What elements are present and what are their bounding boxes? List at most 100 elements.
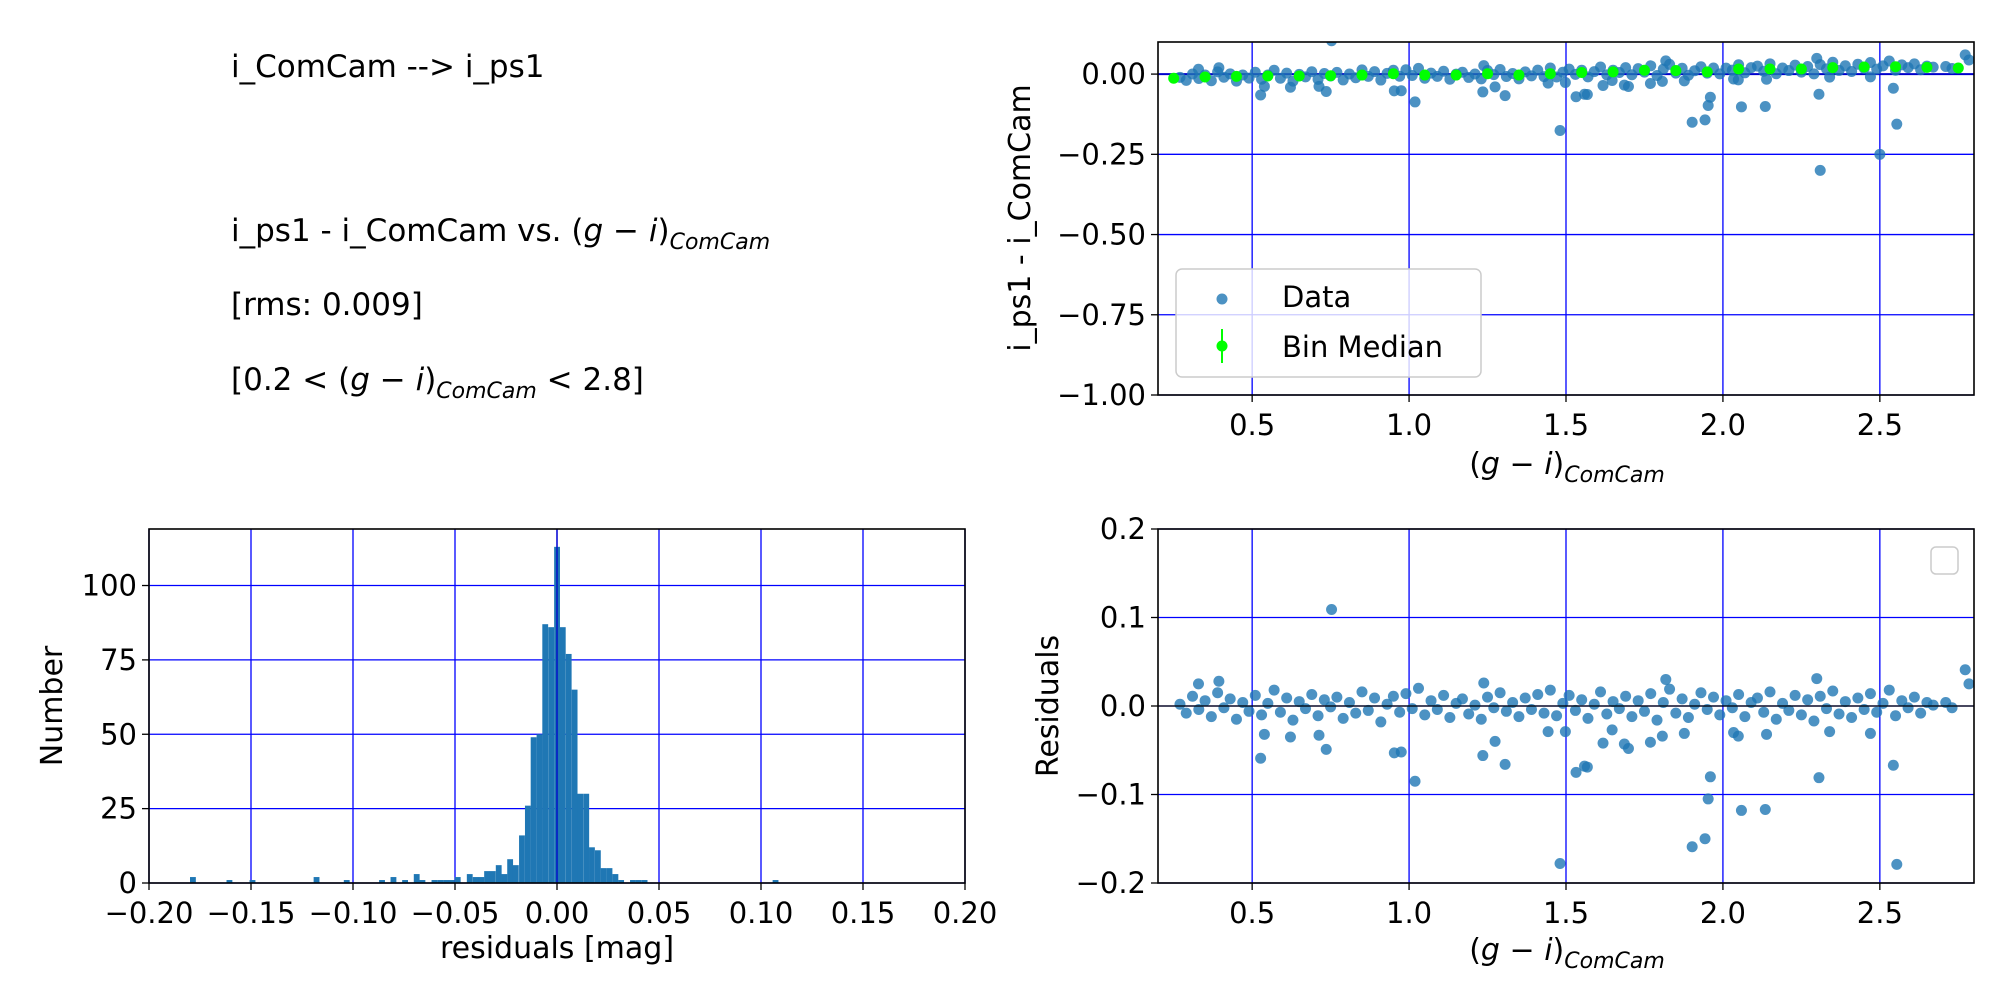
bin-median-point xyxy=(1513,69,1525,81)
residual-point xyxy=(1542,726,1554,738)
residual-point xyxy=(1789,689,1801,701)
residual-point xyxy=(1887,759,1899,771)
residual-point xyxy=(1664,683,1676,695)
data-point xyxy=(1249,66,1261,78)
hist-frame xyxy=(148,528,966,884)
histogram-bar xyxy=(343,880,350,883)
residual-point xyxy=(1877,697,1889,709)
residual-point xyxy=(1513,711,1525,723)
residual-point xyxy=(1927,699,1939,711)
res-xtick-label: 1.5 xyxy=(1543,896,1589,930)
hist-ytick-label: 0 xyxy=(119,866,137,900)
residual-point xyxy=(1820,703,1832,715)
residual-point xyxy=(1607,696,1619,708)
residual-point xyxy=(1883,684,1895,696)
top-right-scatter-plot: 0.5 1.0 1.5 2.0 2.5 0.00 −0.25 −0.50 −0.75 −1.00 D… xyxy=(1057,41,1975,442)
res-xtick-label: 2.5 xyxy=(1857,896,1903,930)
residual-point xyxy=(1538,707,1550,719)
residual-point xyxy=(1686,841,1698,853)
residual-point xyxy=(1808,715,1820,727)
top-xlabel: (g − i)ComCam xyxy=(1469,447,1665,488)
residual-point xyxy=(1395,746,1407,758)
residual-point xyxy=(1213,675,1225,687)
residual-point xyxy=(1946,702,1958,714)
bin-median-point xyxy=(1733,63,1745,75)
residual-point xyxy=(1827,685,1839,697)
top-ylabel: i_ps1 - i_ComCam xyxy=(1003,84,1038,351)
res-xtick-label: 2.0 xyxy=(1700,896,1746,930)
histogram-bar xyxy=(390,877,397,883)
residual-point xyxy=(1519,692,1531,704)
residual-point xyxy=(1559,726,1571,738)
residual-point xyxy=(1284,731,1296,743)
top-legend: Data Bin Median xyxy=(1175,268,1482,378)
residual-point xyxy=(1500,705,1512,717)
empty-legend-box xyxy=(1930,546,1959,575)
histogram-bar xyxy=(489,871,496,883)
residual-point xyxy=(1544,684,1556,696)
histogram-bar xyxy=(583,793,590,883)
histogram-bar xyxy=(443,880,450,883)
residual-point xyxy=(1563,689,1575,701)
top-xtick-label: 2.0 xyxy=(1700,408,1746,442)
residual-point xyxy=(1576,694,1588,706)
data-point xyxy=(1814,164,1826,176)
histogram-bar xyxy=(226,880,233,883)
histogram-bar xyxy=(635,880,642,883)
hist-xlabel: residuals [mag] xyxy=(440,931,674,966)
residual-point xyxy=(1622,742,1634,754)
residual-point xyxy=(1751,692,1763,704)
residual-point xyxy=(1858,704,1870,716)
residual-point xyxy=(1581,761,1593,773)
residual-point xyxy=(1891,858,1903,870)
residual-point xyxy=(1651,714,1663,726)
top-xtick-label: 0.5 xyxy=(1229,408,1275,442)
data-point xyxy=(1395,85,1407,97)
bin-median-point xyxy=(1419,69,1431,81)
histogram-bar xyxy=(612,874,619,883)
bin-median-point xyxy=(1952,62,1964,74)
bin-median-point xyxy=(1795,63,1807,75)
bin-median-point xyxy=(1356,69,1368,81)
histogram-bar xyxy=(565,653,572,883)
top-ytick-label: −0.50 xyxy=(1057,218,1146,252)
histogram-bar xyxy=(548,627,555,883)
residual-point xyxy=(1702,793,1714,805)
data-point xyxy=(1864,71,1876,83)
residual-point xyxy=(1569,704,1581,716)
histogram-bar xyxy=(472,877,479,883)
bin-median-point xyxy=(1387,68,1399,80)
top-ytick-label: −0.75 xyxy=(1057,298,1146,332)
residual-point xyxy=(1676,693,1688,705)
histogram-bar xyxy=(530,737,537,883)
residual-point xyxy=(1262,697,1274,709)
bin-median-point xyxy=(1827,62,1839,74)
info-text: i_ComCam --> i_ps1 i_ps1 - i_ComCam vs. … xyxy=(231,49,770,404)
bin-median-point xyxy=(1764,63,1776,75)
histogram-bar xyxy=(577,793,584,883)
residual-point xyxy=(1438,689,1450,701)
res-ytick-label: −0.2 xyxy=(1076,866,1146,900)
data-point xyxy=(1891,118,1903,130)
data-point xyxy=(1489,81,1501,93)
residual-point xyxy=(1343,696,1355,708)
residual-point xyxy=(1456,693,1468,705)
residual-point xyxy=(1701,704,1713,716)
residual-point xyxy=(1482,691,1494,703)
residual-point xyxy=(1431,704,1443,716)
data-point xyxy=(1494,63,1506,75)
residual-point xyxy=(1682,712,1694,724)
residual-point xyxy=(1726,702,1738,714)
residual-point xyxy=(1783,704,1795,716)
hist-xtick-label: 0.00 xyxy=(525,896,590,930)
top-xtick-label: 2.5 xyxy=(1857,408,1903,442)
residual-point xyxy=(1588,698,1600,710)
residual-point xyxy=(1638,705,1650,717)
histogram-bar xyxy=(190,877,196,883)
residual-point xyxy=(1350,707,1362,719)
hist-xtick-label: −0.10 xyxy=(309,896,398,930)
residual-point xyxy=(1475,713,1487,725)
residual-point xyxy=(1626,711,1638,723)
data-point xyxy=(1306,66,1318,78)
res-frame xyxy=(1157,528,1975,884)
